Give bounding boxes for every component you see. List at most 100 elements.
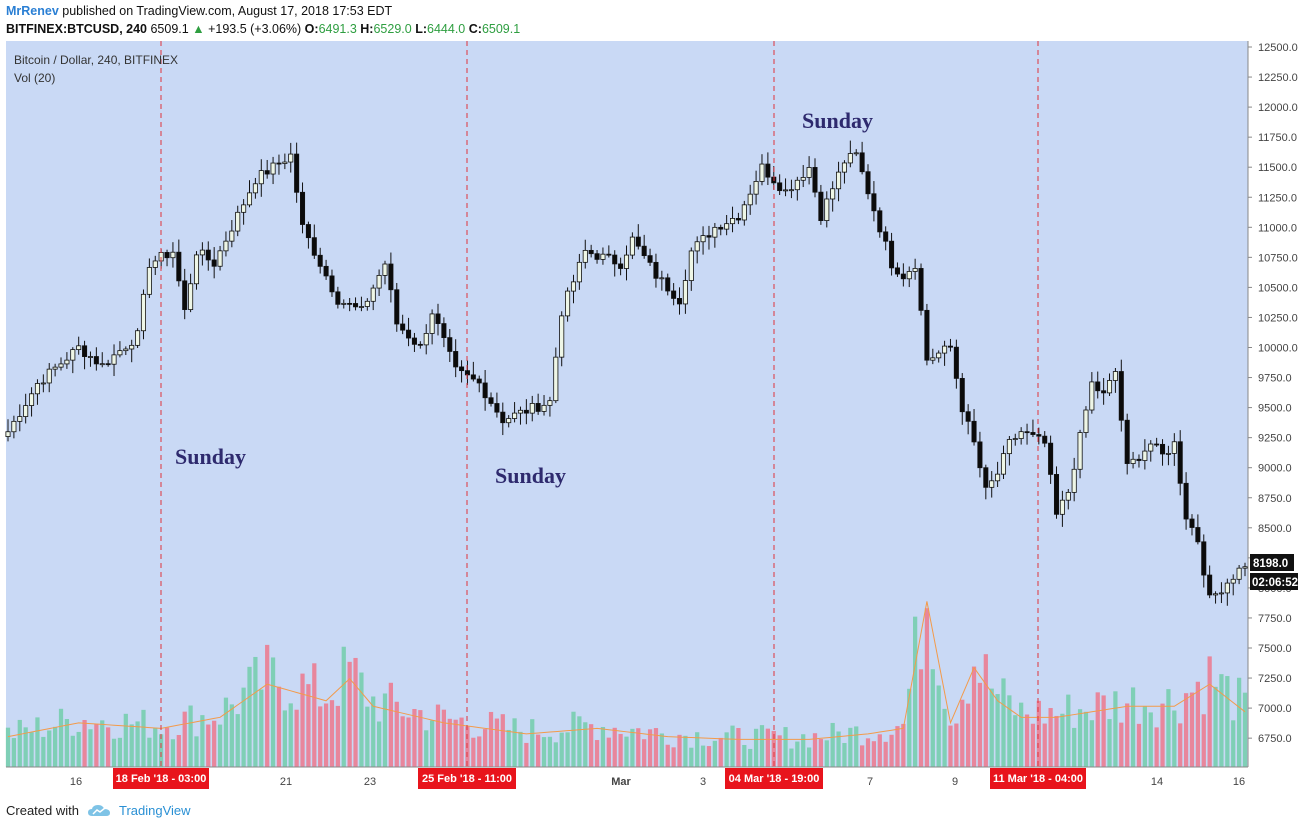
volume-bar bbox=[983, 654, 988, 767]
volume-bar bbox=[241, 687, 246, 767]
publisher-line: MrRenev published on TradingView.com, Au… bbox=[6, 4, 392, 18]
candle-body bbox=[836, 171, 842, 190]
volume-bar bbox=[606, 737, 611, 767]
candle-body bbox=[1224, 582, 1230, 594]
candle-body bbox=[82, 345, 88, 357]
candle-body bbox=[612, 254, 618, 265]
candle-body bbox=[777, 182, 783, 192]
candle-body bbox=[623, 254, 630, 269]
candle-body bbox=[105, 363, 111, 366]
candle-body bbox=[453, 351, 459, 368]
volume-bar bbox=[1019, 702, 1024, 767]
volume-bar bbox=[270, 657, 276, 767]
volume-bar bbox=[759, 725, 765, 767]
candle-body bbox=[889, 240, 895, 269]
candle-body bbox=[52, 366, 58, 370]
candle-body bbox=[847, 153, 853, 164]
candle-body bbox=[953, 346, 959, 379]
volume-bar bbox=[247, 666, 252, 767]
candle-body bbox=[947, 345, 953, 348]
tradingview-link[interactable]: TradingView bbox=[118, 803, 191, 818]
volume-bar bbox=[1225, 676, 1230, 767]
volume-bar bbox=[294, 709, 299, 767]
candle-body bbox=[188, 283, 194, 310]
candle-body bbox=[400, 323, 406, 331]
time-tick-label: 21 bbox=[280, 776, 292, 788]
time-tick-label: 3 bbox=[700, 776, 706, 788]
author-link[interactable]: MrRenev bbox=[6, 4, 59, 18]
o-label: O: bbox=[304, 22, 319, 36]
volume-bar bbox=[1201, 714, 1206, 767]
candle-body bbox=[258, 170, 264, 185]
candle-body bbox=[288, 153, 294, 163]
candle-body bbox=[547, 400, 553, 406]
price-tick-label: 12500.0 bbox=[1258, 42, 1298, 54]
volume-bar bbox=[412, 708, 417, 767]
candle-body bbox=[46, 368, 52, 384]
candle-body bbox=[129, 344, 135, 350]
date-marker-lines: 18 Feb '18 - 03:00 25 Feb '18 - 11:00 04 M… bbox=[113, 41, 1086, 789]
candle-body bbox=[1030, 432, 1036, 435]
price-badge-text: 8198.0 bbox=[1253, 558, 1288, 570]
candle-body bbox=[17, 416, 23, 422]
volume-bar bbox=[212, 720, 217, 767]
candle-body bbox=[676, 298, 683, 305]
candle-body bbox=[176, 251, 182, 282]
price-tick-label: 9750.0 bbox=[1258, 373, 1292, 385]
sunday-annotation-3: Sunday bbox=[802, 108, 873, 133]
candle-body bbox=[1136, 458, 1142, 461]
candle-body bbox=[429, 313, 435, 334]
tradingview-cloud-icon bbox=[87, 804, 110, 816]
candle-body bbox=[1124, 419, 1130, 464]
volume-bar bbox=[589, 724, 594, 767]
candle-body bbox=[1089, 381, 1095, 411]
date-marker-label: 25 Feb '18 - 11:00 bbox=[422, 773, 512, 785]
volume-bar bbox=[960, 699, 965, 767]
volume-bar bbox=[58, 708, 64, 767]
volume-bar bbox=[153, 727, 158, 767]
candle-body bbox=[146, 267, 152, 295]
candle-body bbox=[883, 231, 889, 242]
volume-bar bbox=[995, 694, 1000, 767]
volume-bar bbox=[494, 718, 500, 767]
candle-body bbox=[1077, 432, 1083, 470]
volume-bar bbox=[282, 710, 287, 767]
candle-body bbox=[1059, 499, 1065, 515]
volume-bar bbox=[565, 732, 570, 767]
candle-body bbox=[11, 420, 17, 433]
candle-body bbox=[824, 198, 830, 221]
candle-body bbox=[735, 218, 741, 221]
time-tick-label: 23 bbox=[364, 776, 376, 788]
sunday-annotation-1: Sunday bbox=[175, 444, 246, 469]
candle-body bbox=[423, 333, 429, 346]
volume-bar bbox=[618, 733, 623, 767]
volume-bar bbox=[1077, 709, 1083, 767]
candle-body bbox=[370, 287, 376, 302]
candle-body bbox=[1106, 380, 1113, 394]
volume-bar bbox=[1042, 723, 1047, 767]
candle-body bbox=[1165, 453, 1171, 455]
volume-bar bbox=[129, 724, 134, 767]
candle-body bbox=[23, 405, 29, 417]
candle-body bbox=[252, 183, 258, 194]
volume-bar bbox=[182, 711, 187, 767]
volume-bar bbox=[801, 734, 806, 767]
price-tick-label: 11500.0 bbox=[1258, 162, 1297, 174]
volume-bar bbox=[877, 734, 882, 767]
volume-bar bbox=[806, 747, 812, 767]
volume-ma-line bbox=[7, 601, 1246, 740]
candle-body bbox=[241, 204, 247, 213]
candle-body bbox=[494, 403, 500, 413]
candle-body bbox=[1036, 434, 1042, 437]
candle-body bbox=[223, 240, 229, 252]
volume-bar bbox=[418, 710, 423, 767]
candle-body bbox=[205, 249, 211, 261]
candle-body bbox=[311, 237, 317, 256]
price-tick-label: 12250.0 bbox=[1258, 72, 1298, 84]
candle-body bbox=[152, 260, 158, 268]
candle-body bbox=[1160, 443, 1166, 455]
candle-body bbox=[1053, 474, 1060, 515]
volume-bar bbox=[1236, 677, 1242, 767]
price-chart[interactable]: 18 Feb '18 - 03:00 25 Feb '18 - 11:00 04 M… bbox=[0, 0, 1306, 790]
volume-bar bbox=[371, 696, 376, 767]
